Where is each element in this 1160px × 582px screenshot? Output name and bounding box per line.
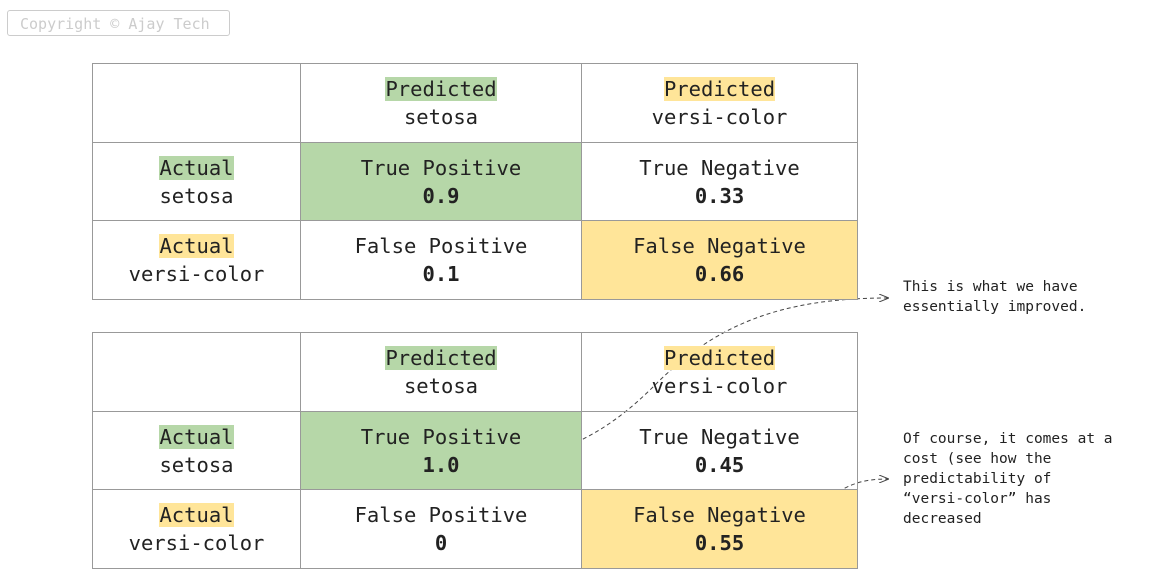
annotation-line: cost (see how the [903, 451, 1052, 467]
annotation-line: Of course, it comes at a [903, 431, 1113, 447]
header-cell: Predicted setosa [301, 333, 582, 412]
row-label: Actual [159, 424, 234, 449]
annotation-line: essentially improved. [903, 299, 1087, 315]
cell-value: 1.0 [422, 452, 460, 477]
cell-value: 0.33 [694, 183, 745, 208]
cell-name: False Positive [354, 503, 528, 527]
confusion-table: Predicted setosa Predicted versi-color Actua… [92, 332, 858, 569]
row-header: Actual versi-color [93, 490, 301, 569]
matrix-cell: False Positive 0 [301, 490, 582, 569]
cell-name: False Negative [633, 234, 806, 258]
row-header: Actual versi-color [93, 221, 301, 300]
cell-name: True Negative [639, 424, 800, 449]
row-header: Actual setosa [93, 412, 301, 490]
header-cell: Predicted setosa [301, 64, 582, 143]
row-class: versi-color [128, 262, 265, 286]
row-header: Actual setosa [93, 143, 301, 221]
annotation-line: This is what we have [903, 279, 1078, 295]
row-label-wrap: Actual [159, 232, 234, 260]
cell-name: True Positive [360, 155, 522, 180]
matrix-cell: True Positive 1.0 [301, 412, 582, 490]
header-cell: Predicted versi-color [582, 333, 858, 412]
highlight: Predicted [385, 77, 497, 101]
header-class: setosa [403, 374, 479, 398]
header-class: setosa [403, 105, 479, 129]
cell-name: True Positive [360, 424, 522, 449]
row-label-wrap: Actual [159, 501, 234, 529]
row-class: setosa [159, 183, 234, 208]
copyright: Copyright © Ajay Tech [7, 10, 230, 36]
header-label: Predicted [385, 75, 497, 103]
highlight: Predicted [663, 346, 776, 370]
matrix-cell: False Positive 0.1 [301, 221, 582, 300]
cell-name: False Negative [633, 503, 806, 527]
corner-cell [93, 333, 301, 412]
annotation-line: “versi-color” has [903, 491, 1052, 507]
cell-name: True Negative [639, 155, 800, 180]
annotation-line: decreased [903, 511, 982, 527]
highlight: Predicted [385, 346, 497, 370]
cell-value: 0.9 [422, 183, 460, 208]
annotation: This is what we have essentially improved… [903, 277, 1086, 317]
cell-value: 0.45 [694, 452, 745, 477]
annotation-line: predictability of [903, 471, 1052, 487]
header-class: versi-color [651, 105, 788, 129]
header-class: versi-color [651, 374, 788, 398]
matrix-cell: True Positive 0.9 [301, 143, 582, 221]
header-label: Predicted [385, 344, 497, 372]
row-label-wrap: Actual [159, 423, 234, 451]
row-label: Actual [159, 503, 234, 527]
corner-cell [93, 64, 301, 143]
matrix-cell: False Negative 0.66 [582, 221, 858, 300]
row-class: versi-color [128, 531, 265, 555]
header-label: Predicted [663, 344, 776, 372]
header-label: Predicted [663, 75, 776, 103]
row-label: Actual [159, 155, 234, 180]
cell-value: 0 [434, 531, 448, 555]
row-class: setosa [159, 452, 234, 477]
cell-value: 0.1 [422, 262, 460, 286]
cell-name: False Positive [354, 234, 528, 258]
cell-value: 0.55 [694, 531, 745, 555]
row-label-wrap: Actual [159, 154, 234, 182]
confusion-table: Predicted setosa Predicted versi-color Actua… [92, 63, 858, 300]
row-label: Actual [159, 234, 234, 258]
matrix-cell: True Negative 0.45 [582, 412, 858, 490]
header-cell: Predicted versi-color [582, 64, 858, 143]
cell-value: 0.66 [694, 262, 745, 286]
annotation: Of course, it comes at a cost (see how th… [903, 429, 1113, 529]
matrix-cell: False Negative 0.55 [582, 490, 858, 569]
highlight: Predicted [663, 77, 776, 101]
matrix-cell: True Negative 0.33 [582, 143, 858, 221]
